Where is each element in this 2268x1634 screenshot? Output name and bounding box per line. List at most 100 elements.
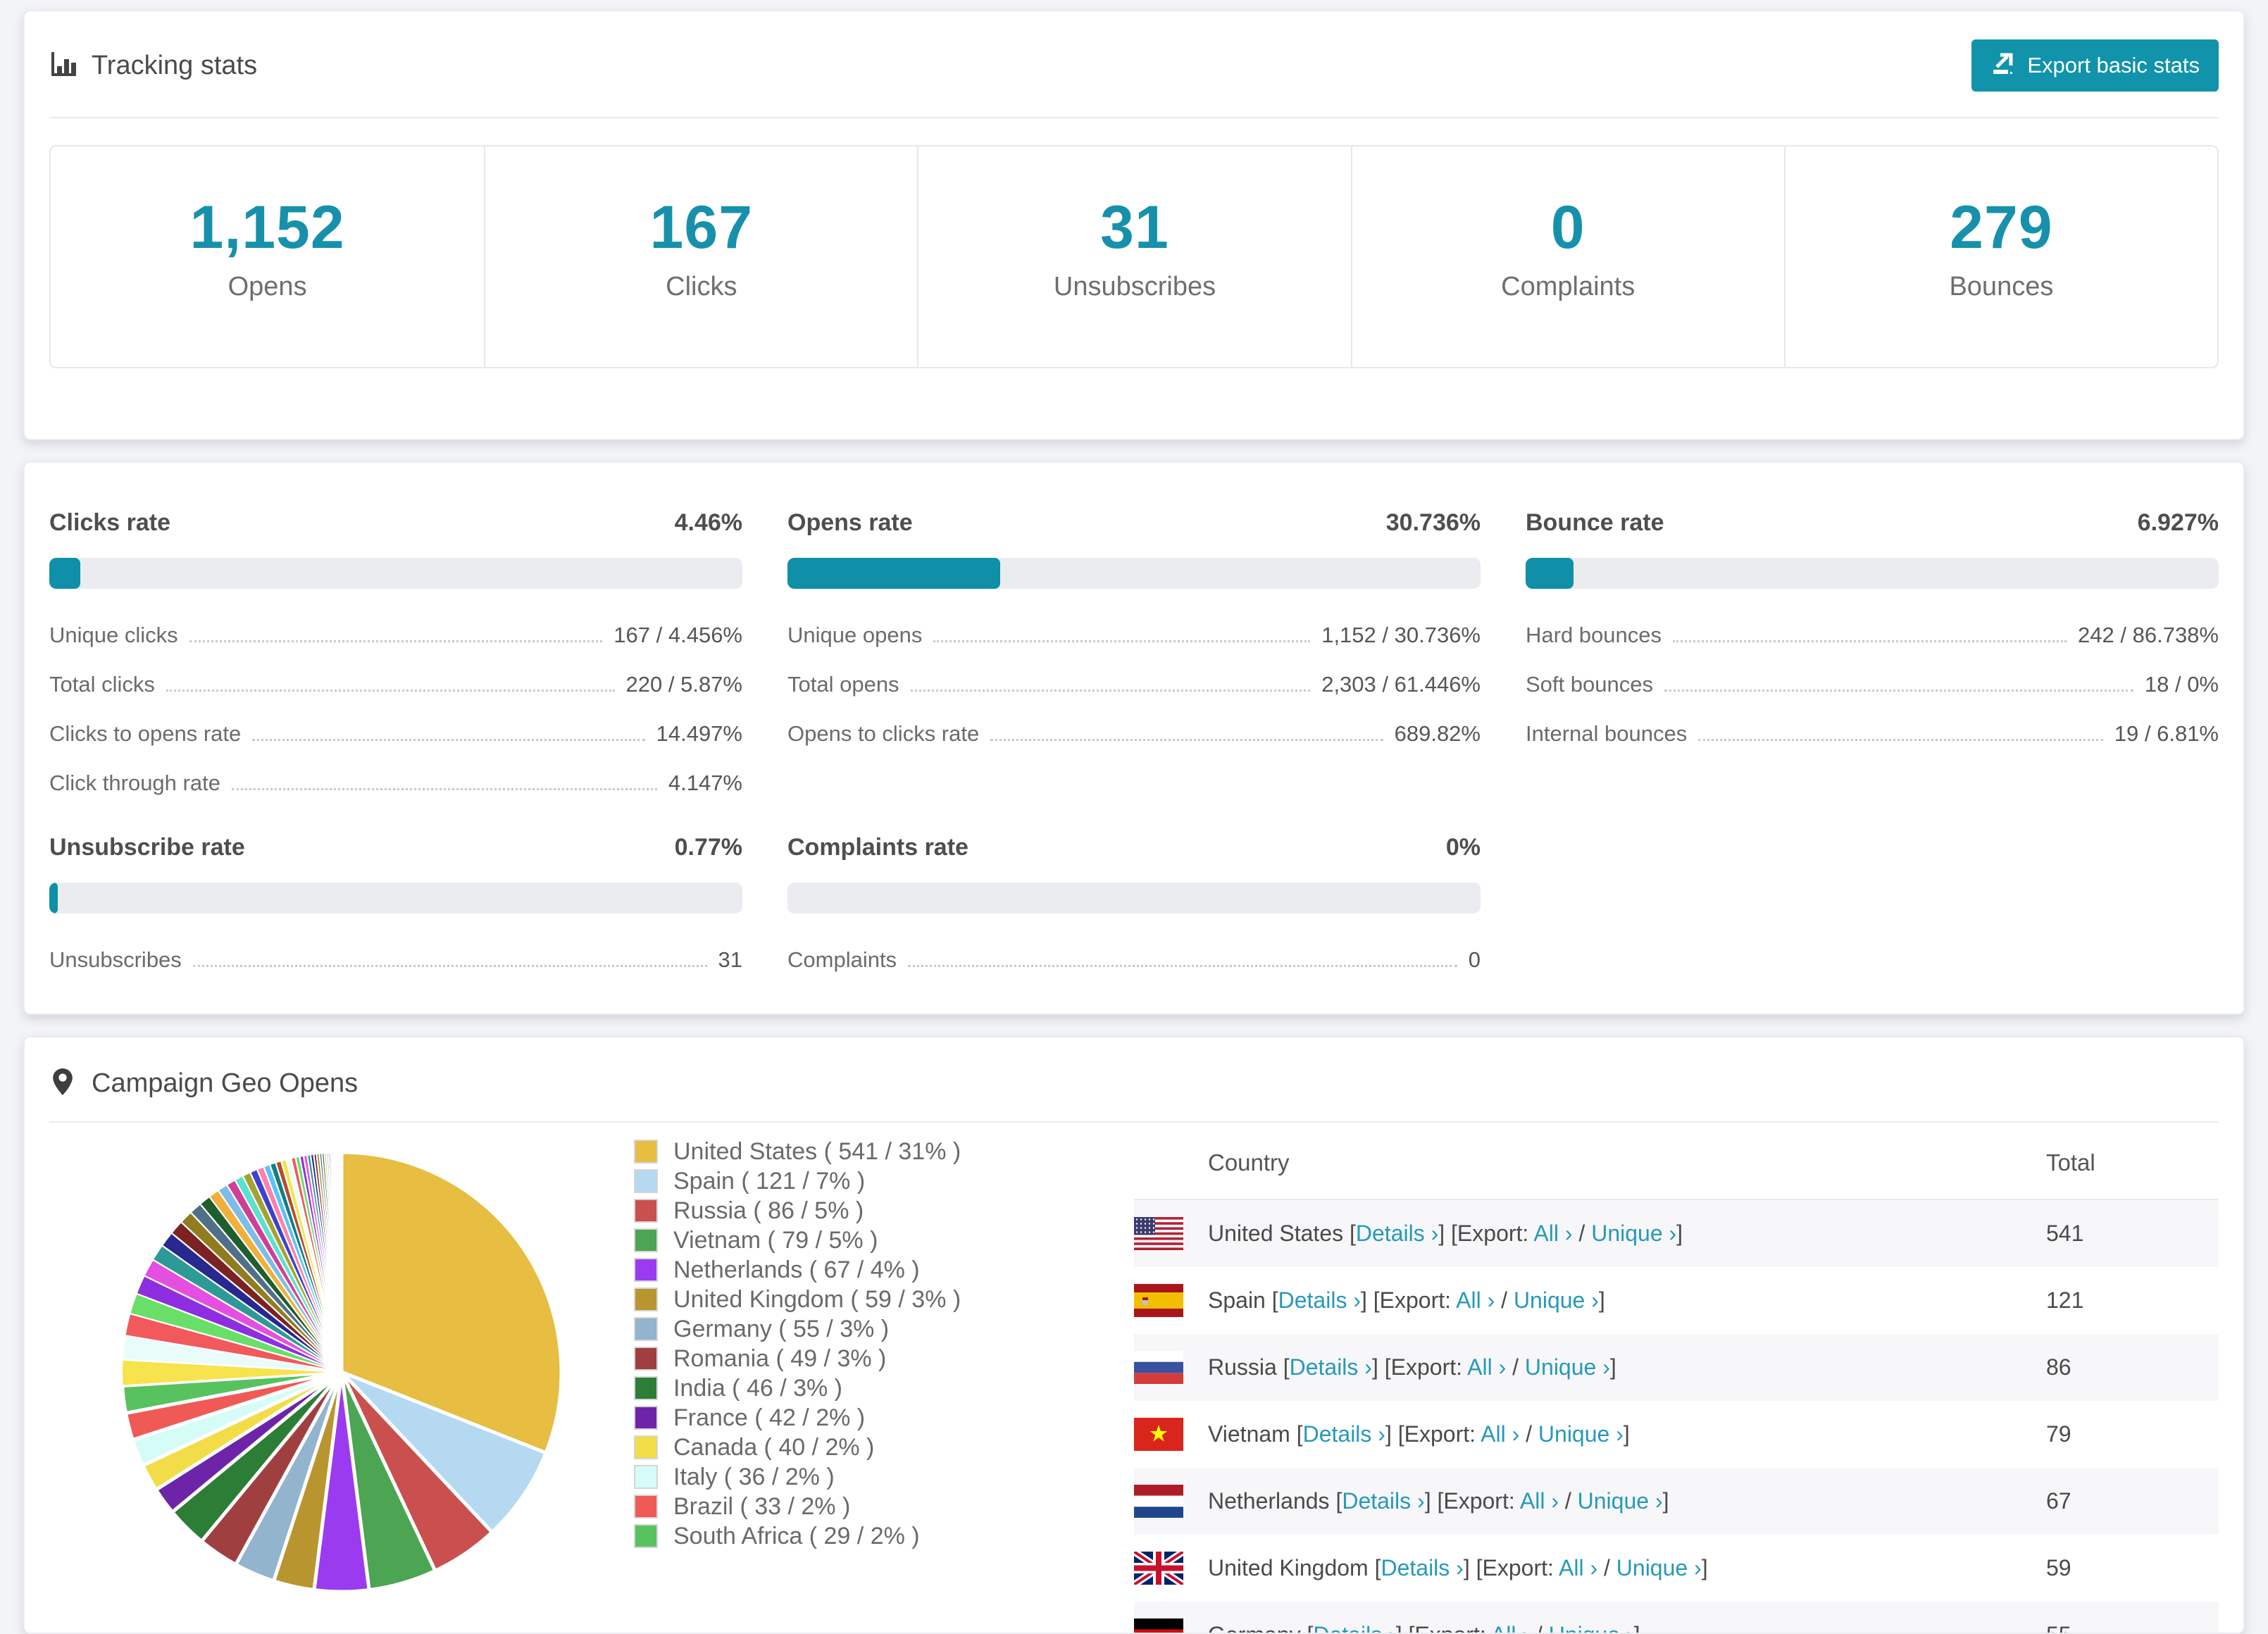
rate-head: Opens rate 30.736% — [787, 509, 1481, 537]
rate-row-label: Total opens — [787, 672, 899, 697]
tracking-stats-card: Tracking stats Export basic stats 1,152 … — [23, 10, 2245, 440]
export-all-link[interactable]: All › — [1456, 1287, 1495, 1313]
rate-row-value: 2,303 / 61.446% — [1321, 672, 1481, 697]
total-cell: 67 — [2046, 1488, 2071, 1514]
dotted-leader — [252, 739, 645, 741]
export-unique-link[interactable]: Unique › — [1524, 1354, 1610, 1380]
rate-percent: 6.927% — [2137, 509, 2219, 536]
column-header-country: Country — [1208, 1149, 1290, 1175]
dotted-leader — [910, 690, 1311, 692]
details-link[interactable]: Details › — [1302, 1421, 1385, 1447]
dotted-leader — [933, 640, 1311, 642]
details-link[interactable]: Details › — [1355, 1221, 1439, 1246]
flag-de-icon — [1134, 1619, 1183, 1633]
export-button-label: Export basic stats — [2027, 53, 2200, 77]
rate-row: Clicks to opens rate 14.497% — [49, 721, 742, 747]
rate-rows: Unique clicks 167 / 4.456% Total clicks … — [49, 623, 742, 796]
pie-legend: United States ( 541 / 31% ) Spain ( 121 … — [634, 1137, 1134, 1633]
export-unique-link[interactable]: Unique › — [1591, 1221, 1677, 1246]
column-header-total: Total — [2046, 1149, 2095, 1175]
flag-us-icon — [1134, 1217, 1183, 1250]
rate-progress-fill — [49, 883, 58, 913]
legend-swatch — [634, 1406, 658, 1430]
rate-title: Clicks rate — [49, 509, 170, 536]
export-unique-link[interactable]: Unique › — [1616, 1555, 1702, 1580]
export-basic-stats-button[interactable]: Export basic stats — [1971, 39, 2219, 92]
export-unique-link[interactable]: Unique › — [1549, 1622, 1634, 1633]
flag-nl-icon — [1134, 1485, 1183, 1518]
export-all-link[interactable]: All › — [1481, 1421, 1520, 1447]
rate-row-value: 167 / 4.456% — [613, 623, 742, 647]
legend-swatch — [634, 1524, 658, 1548]
rate-row-value: 0 — [1468, 947, 1481, 972]
rate-row: Unsubscribes 31 — [49, 947, 742, 973]
legend-item: South Africa ( 29 / 2% ) — [634, 1521, 1134, 1551]
rate-row-label: Total clicks — [49, 672, 155, 697]
rate-progress-track — [787, 558, 1481, 589]
legend-label: Canada ( 40 / 2% ) — [673, 1433, 875, 1461]
legend-label: Russia ( 86 / 5% ) — [673, 1197, 864, 1224]
table-row: Germany [Details ›] [Export: All › / Uni… — [1134, 1602, 2219, 1633]
rate-rows: Complaints 0 — [787, 947, 1481, 973]
rate-row-value: 4.147% — [668, 771, 742, 795]
legend-label: South Africa ( 29 / 2% ) — [673, 1522, 920, 1549]
legend-swatch — [634, 1495, 658, 1518]
rate-row-label: Soft bounces — [1526, 672, 1653, 697]
stat-label: Bounces — [1949, 272, 2054, 301]
tracking-stats-header: Tracking stats Export basic stats — [49, 11, 2219, 118]
rate-row: Complaints 0 — [787, 947, 1481, 973]
details-link[interactable]: Details › — [1313, 1622, 1395, 1633]
rate-percent: 0% — [1445, 834, 1481, 861]
legend-item: Netherlands ( 67 / 4% ) — [634, 1255, 1134, 1285]
rate-row: Soft bounces 18 / 0% — [1526, 672, 2219, 697]
total-cell: 541 — [2046, 1221, 2084, 1246]
rate-row: Opens to clicks rate 689.82% — [787, 721, 1481, 747]
rate-title: Unsubscribe rate — [49, 834, 245, 861]
details-link[interactable]: Details › — [1342, 1488, 1425, 1514]
rate-title: Bounce rate — [1526, 509, 1664, 536]
country-cell: Spain [Details ›] [Export: All › / Uniqu… — [1208, 1287, 1605, 1313]
details-link[interactable]: Details › — [1381, 1555, 1464, 1580]
legend-swatch — [634, 1376, 658, 1400]
rate-title: Opens rate — [787, 509, 913, 536]
legend-item: India ( 46 / 3% ) — [634, 1373, 1134, 1403]
flag-ru-icon — [1134, 1351, 1183, 1384]
export-unique-link[interactable]: Unique › — [1538, 1421, 1624, 1447]
total-cell: 86 — [2046, 1354, 2071, 1380]
summary-stat-clicks: 167 Clicks — [484, 146, 917, 367]
flag-gb-icon — [1134, 1552, 1183, 1585]
export-all-link[interactable]: All › — [1491, 1622, 1530, 1633]
rate-row-label: Unsubscribes — [49, 947, 182, 972]
summary-stat-unsubscribes: 31 Unsubscribes — [917, 146, 1350, 367]
map-pin-icon — [49, 1067, 76, 1100]
export-unique-link[interactable]: Unique › — [1577, 1488, 1663, 1514]
rate-rows: Unique opens 1,152 / 30.736% Total opens… — [787, 623, 1481, 747]
section-title: Campaign Geo Opens — [92, 1068, 359, 1098]
export-all-link[interactable]: All › — [1533, 1221, 1573, 1246]
legend-swatch — [634, 1228, 658, 1252]
stat-label: Opens — [228, 272, 307, 301]
rate-row-label: Opens to clicks rate — [787, 721, 980, 746]
export-all-link[interactable]: All › — [1467, 1354, 1507, 1380]
rate-progress-track — [1526, 558, 2219, 589]
export-unique-link[interactable]: Unique › — [1513, 1287, 1599, 1313]
rate-percent: 4.46% — [674, 509, 742, 536]
legend-swatch — [634, 1258, 658, 1282]
legend-item: Spain ( 121 / 7% ) — [634, 1166, 1134, 1196]
total-cell: 55 — [2046, 1622, 2219, 1633]
details-link[interactable]: Details › — [1289, 1354, 1372, 1380]
stat-value: 31 — [1100, 194, 1169, 261]
legend-item: Vietnam ( 79 / 5% ) — [634, 1226, 1134, 1255]
rate-row-value: 18 / 0% — [2144, 672, 2219, 697]
geo-header: Campaign Geo Opens — [49, 1037, 2219, 1123]
total-cell: 121 — [2046, 1287, 2084, 1313]
details-link[interactable]: Details › — [1278, 1287, 1361, 1313]
flag-vn-icon — [1134, 1418, 1183, 1451]
country-cell: Vietnam [Details ›] [Export: All › / Uni… — [1208, 1421, 1630, 1447]
stat-value: 279 — [1950, 194, 2053, 261]
rate-row: Click through rate 4.147% — [49, 771, 742, 796]
rate-head: Bounce rate 6.927% — [1526, 509, 2219, 537]
rate-row-value: 242 / 86.738% — [2078, 623, 2219, 647]
export-all-link[interactable]: All › — [1519, 1488, 1559, 1514]
export-all-link[interactable]: All › — [1559, 1555, 1598, 1580]
